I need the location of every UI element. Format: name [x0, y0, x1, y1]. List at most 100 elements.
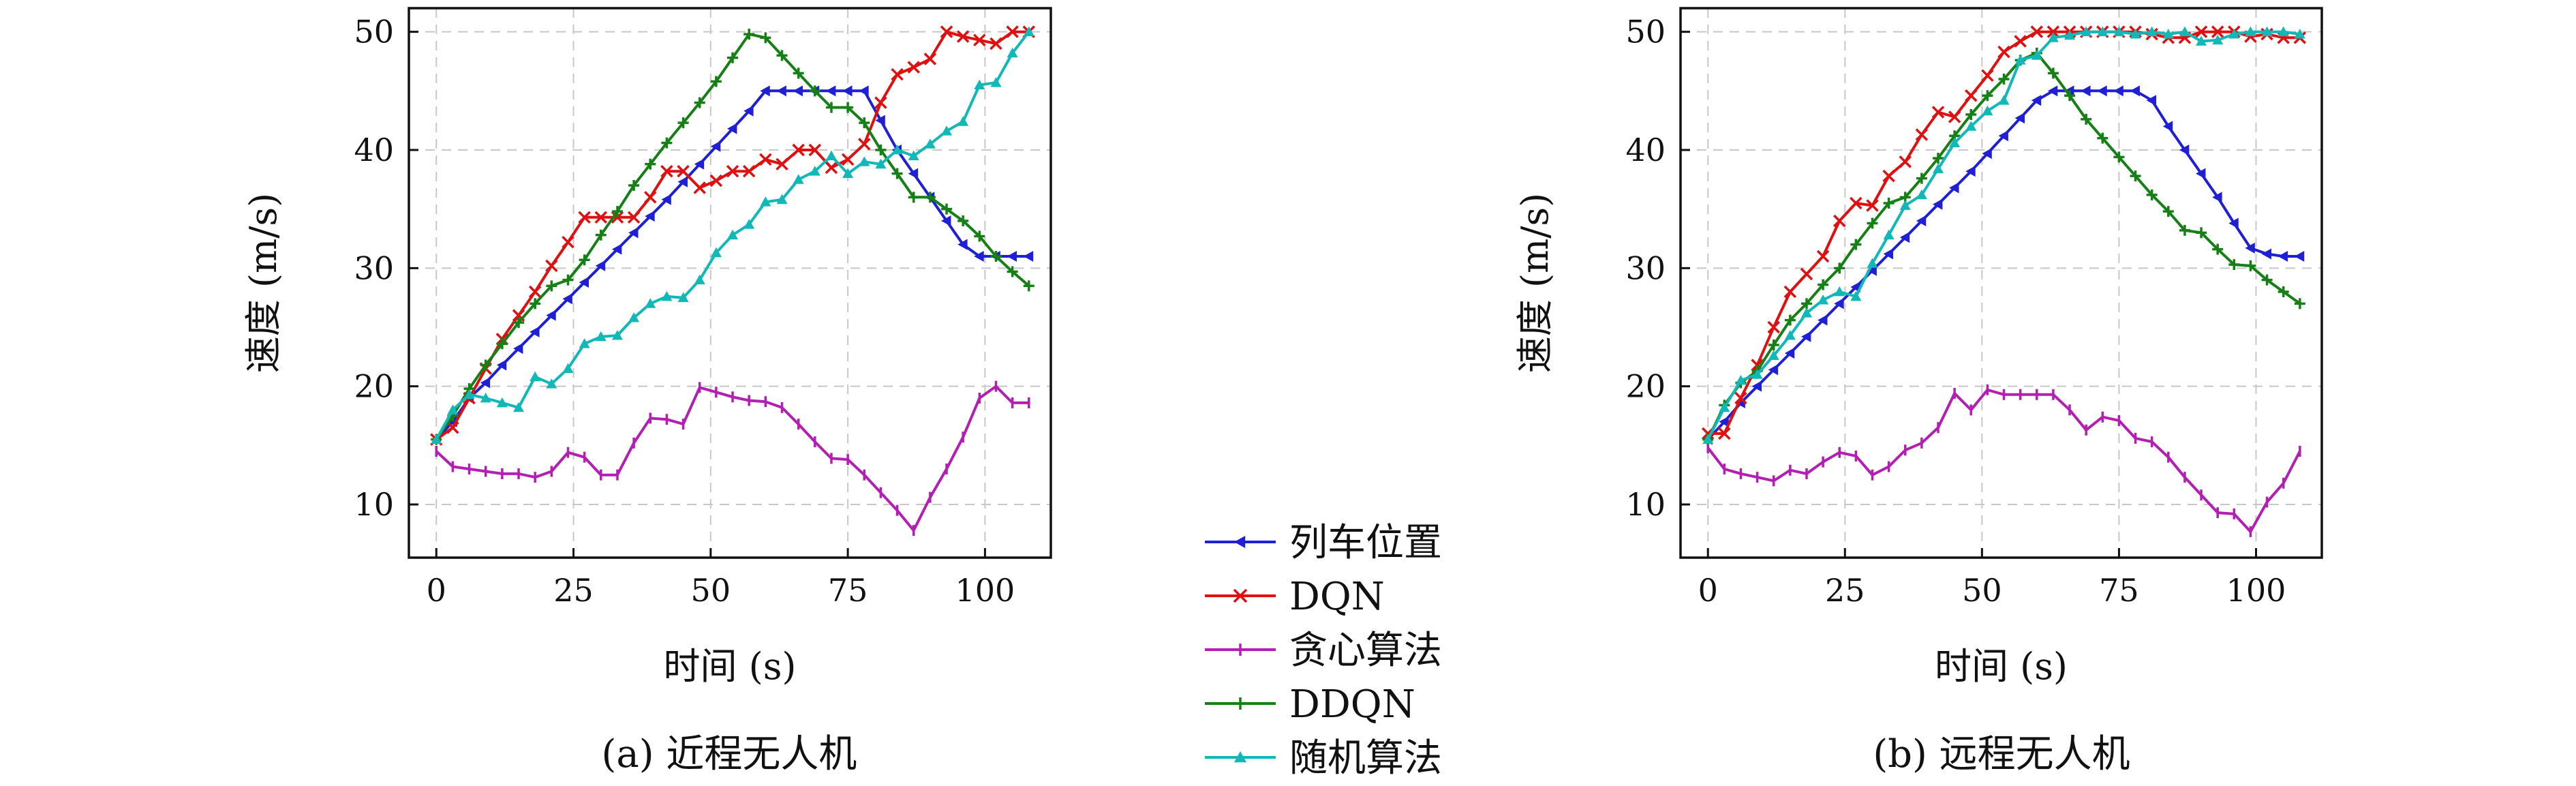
data-point: [2294, 298, 2305, 309]
data-point: [480, 359, 491, 371]
data-point: [2212, 192, 2222, 203]
data-point: [793, 174, 804, 184]
data-point: [463, 389, 475, 399]
series-随机算法: [1702, 26, 2305, 444]
data-point: [1834, 286, 1845, 297]
y-tick-label: 30: [1625, 250, 1666, 286]
data-point: [1767, 320, 1780, 334]
data-point: [1982, 105, 1993, 116]
data-point: [677, 164, 690, 178]
data-point: [579, 338, 590, 348]
data-point: [941, 125, 953, 136]
data-point: [2064, 90, 2076, 102]
data-point: [1800, 298, 1812, 309]
legend: 列车位置 DQN 贪心算法 DDQN 随机算法: [1205, 521, 1442, 781]
data-point: [1965, 121, 1977, 131]
data-point: [2179, 145, 2190, 155]
data-point: [1850, 239, 1862, 250]
data-point: [908, 192, 919, 203]
data-point: [709, 174, 723, 187]
data-point: [2130, 85, 2140, 97]
data-point: [627, 211, 641, 224]
x-tick-label: 25: [553, 572, 594, 609]
data-point: [2097, 26, 2109, 37]
plot-frame: [1679, 7, 2323, 559]
data-point: [528, 285, 542, 299]
data-point: [792, 143, 805, 157]
data-point: [974, 230, 985, 242]
data-point: [1867, 217, 1878, 229]
y-tick-label: 50: [354, 14, 394, 50]
data-point: [645, 298, 656, 308]
y-axis-label: 速度 (m/s): [242, 193, 285, 373]
data-point: [1915, 128, 1929, 141]
data-point: [2064, 29, 2076, 40]
data-point: [2278, 251, 2288, 262]
data-point: [842, 85, 853, 97]
data-point: [1816, 250, 1830, 263]
data-point: [1882, 169, 1895, 183]
series-DQN: [1701, 25, 2307, 440]
data-point: [2196, 35, 2207, 46]
data-point: [2196, 227, 2207, 239]
data-point: [1899, 155, 1912, 168]
data-point: [743, 105, 754, 117]
legend-label: DQN: [1289, 575, 1385, 619]
data-point: [908, 150, 919, 161]
data-point: [530, 326, 540, 337]
data-point: [974, 251, 984, 262]
data-point: [1007, 251, 1017, 262]
data-point: [973, 33, 986, 47]
data-point: [2081, 113, 2092, 125]
data-point: [1818, 314, 1828, 326]
series-列车位置: [431, 85, 1034, 445]
y-tick-label: 20: [1625, 368, 1666, 405]
data-point: [956, 30, 970, 43]
data-point: [579, 277, 589, 288]
data-point: [1023, 251, 1034, 262]
x-tick-label: 50: [691, 572, 731, 609]
legend-marker: [1234, 751, 1246, 763]
data-point: [875, 158, 887, 169]
data-point: [496, 359, 507, 371]
data-point: [2212, 34, 2224, 45]
data-point: [2294, 251, 2305, 262]
data-point: [727, 52, 739, 63]
x-tick-label: 0: [427, 572, 446, 609]
data-point: [2130, 29, 2141, 39]
data-point: [1949, 137, 1961, 147]
data-point: [825, 150, 837, 161]
data-point: [677, 176, 688, 187]
data-point: [760, 85, 770, 97]
data-point: [2194, 25, 2208, 38]
x-tick-label: 75: [2099, 572, 2139, 609]
subplot-a: 0 25 50 75 100 10 20 30 40 50 时间 (s) 速度 (m/s) (a) 近程…: [242, 7, 1052, 776]
x-tick-label: 75: [828, 572, 868, 609]
series-DDQN: [431, 29, 1034, 445]
data-point: [545, 259, 558, 273]
subplot-caption: (a) 近程无人机: [602, 732, 857, 776]
data-point: [776, 157, 788, 171]
data-point: [2014, 35, 2027, 48]
data-point: [694, 158, 705, 170]
data-point: [2046, 25, 2060, 38]
data-point: [1768, 350, 1779, 360]
y-tick-label: 10: [354, 486, 394, 523]
series-line: [1706, 51, 2301, 440]
data-point: [1768, 339, 1779, 350]
data-point: [891, 67, 904, 81]
data-point: [1965, 109, 1977, 120]
data-point: [2245, 26, 2256, 37]
data-point: [1948, 110, 1961, 123]
data-point: [874, 96, 887, 109]
data-point: [611, 243, 622, 255]
data-point: [1883, 229, 1895, 240]
data-point: [2294, 29, 2305, 39]
data-point: [2146, 26, 2158, 37]
data-point: [611, 330, 623, 340]
series-line: [435, 384, 1029, 532]
data-point: [2081, 85, 2091, 97]
data-point: [2196, 168, 2206, 179]
data-point: [546, 378, 557, 389]
